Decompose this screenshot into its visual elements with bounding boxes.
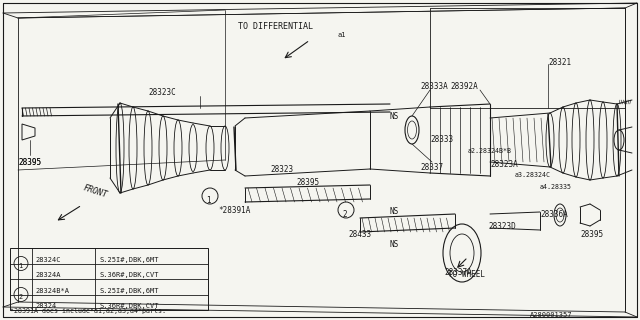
Text: TO DIFFERENTIAL: TO DIFFERENTIAL [238, 22, 313, 31]
Text: *28391A does include*a1,a2,a3,a4*parts.: *28391A does include*a1,a2,a3,a4*parts. [10, 308, 166, 314]
Text: 28433: 28433 [348, 230, 371, 239]
Text: TO WHEEL: TO WHEEL [448, 270, 485, 279]
Text: 28323: 28323 [270, 165, 293, 174]
Text: 2: 2 [342, 210, 347, 219]
Text: NS: NS [390, 207, 399, 216]
Text: NS: NS [390, 240, 399, 249]
Text: A280001357: A280001357 [530, 312, 573, 318]
Text: 28324A: 28324A [35, 272, 61, 278]
Bar [10, 248, 208, 310]
Text: 28323C: 28323C [148, 88, 176, 97]
Text: 28336A: 28336A [540, 210, 568, 219]
Text: 28395: 28395 [18, 158, 41, 167]
Text: S.36R#,DBK,CVT: S.36R#,DBK,CVT [99, 272, 159, 278]
Text: S.25I#,DBK,6MT: S.25I#,DBK,6MT [99, 257, 159, 262]
Text: 28392A: 28392A [450, 82, 477, 91]
Text: *28391A: *28391A [218, 206, 250, 215]
Text: 1: 1 [206, 196, 211, 204]
Text: 28324C: 28324C [35, 257, 61, 262]
Text: 28337: 28337 [420, 163, 443, 172]
Text: 2: 2 [18, 294, 22, 300]
Text: 28395: 28395 [296, 178, 319, 187]
Text: NS: NS [390, 112, 399, 121]
Text: 28324B*A: 28324B*A [35, 288, 69, 293]
Text: S.25I#,DBK,6MT: S.25I#,DBK,6MT [99, 288, 159, 293]
Text: 28333: 28333 [430, 135, 453, 144]
Text: 28323A: 28323A [490, 160, 518, 169]
Text: a4.28335: a4.28335 [540, 184, 572, 190]
Text: 28324: 28324 [35, 303, 56, 309]
Text: 28395: 28395 [18, 158, 41, 167]
Text: 28333A: 28333A [420, 82, 448, 91]
Text: S.36R#,DBK,CVT: S.36R#,DBK,CVT [99, 303, 159, 309]
Text: a3.28324C: a3.28324C [515, 172, 551, 178]
Text: a1: a1 [338, 32, 346, 38]
Text: FRONT: FRONT [82, 184, 109, 200]
Text: 1: 1 [18, 263, 22, 269]
Text: 28321: 28321 [548, 58, 571, 67]
Text: a2.28324B*B: a2.28324B*B [468, 148, 512, 154]
Text: 28395: 28395 [580, 230, 603, 239]
Text: 28337A: 28337A [444, 268, 472, 277]
Text: 28323D: 28323D [488, 222, 516, 231]
